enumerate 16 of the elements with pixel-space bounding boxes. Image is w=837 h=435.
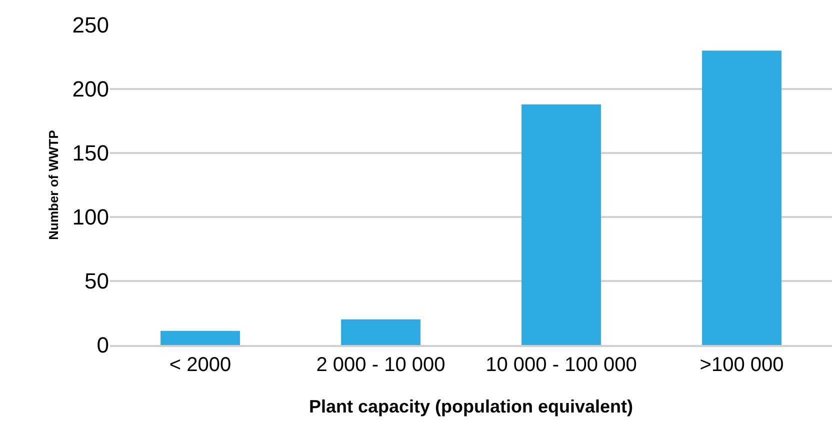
y-axis-title: Number of WWTP [46,130,62,240]
x-axis-title: Plant capacity (population equivalent) [308,396,634,417]
y-tick-label: 150 [72,140,109,166]
x-tick-label: 10 000 - 100 000 [486,354,637,376]
bar [522,104,601,345]
bar [702,50,782,345]
bar [341,319,420,345]
bar [160,330,240,345]
x-tick-label: >100 000 [700,354,784,376]
y-tick-label: 200 [72,76,109,102]
x-tick-label: < 2000 [169,354,232,376]
y-tick-label: 0 [96,332,109,358]
y-tick-label: 100 [72,204,109,230]
x-tick-label: 2 000 - 10 000 [316,354,446,376]
y-tick-label: 50 [84,268,109,294]
y-tick-label: 250 [72,12,109,38]
